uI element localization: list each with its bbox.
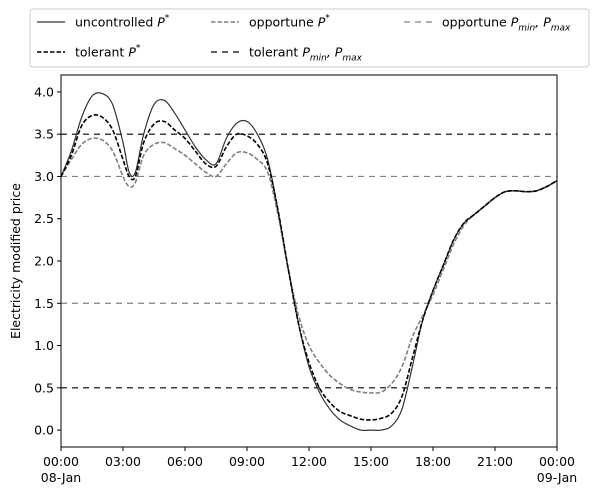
x-tick-label: 09:00: [229, 454, 265, 469]
y-tick-label: 3.5: [34, 127, 54, 142]
legend-label: opportune P*: [249, 14, 330, 30]
legend-item-tolerant: tolerant P*: [37, 44, 141, 60]
y-tick-label: 0.5: [34, 380, 54, 395]
y-tick-label: 4.0: [34, 84, 54, 99]
y-axis-label: Electricity modified price: [8, 183, 23, 339]
y-tick-label: 1.0: [34, 338, 54, 353]
y-tick-label: 2.0: [34, 254, 54, 269]
legend-item-tolerant_limits: tolerant Pmin, Pmax: [211, 45, 363, 64]
plot-area: [61, 92, 557, 432]
y-tick-label: 1.5: [34, 296, 54, 311]
x-tick-label: 00:00: [43, 454, 79, 469]
x-tick-label: 18:00: [415, 454, 451, 469]
legend-label: tolerant P*: [75, 44, 141, 60]
legend-label: uncontrolled P*: [75, 14, 170, 30]
legend-item-opportune: opportune P*: [211, 14, 330, 30]
axes: 0.00.51.01.52.02.53.03.54.000:0008-Jan03…: [34, 74, 577, 485]
x-tick-label: 12:00: [291, 454, 327, 469]
series-line-opportune: [61, 137, 557, 394]
legend-label: opportune Pmin, Pmax: [442, 15, 571, 34]
x-tick-label: 21:00: [477, 454, 513, 469]
legend: uncontrolled P* tolerant P* opportune P* to…: [29, 8, 590, 68]
axes-frame: [60, 74, 558, 448]
x-tick-date-label: 08-Jan: [41, 470, 81, 485]
x-tick-date-label: 09-Jan: [537, 470, 577, 485]
legend-frame: [29, 8, 590, 68]
x-tick-label: 03:00: [105, 454, 141, 469]
y-tick-label: 0.0: [34, 423, 54, 438]
y-tick-label: 3.0: [34, 169, 54, 184]
x-tick-label: 06:00: [167, 454, 203, 469]
legend-item-opportune_limits: opportune Pmin, Pmax: [404, 15, 571, 34]
series-line-tolerant: [61, 114, 557, 421]
series-line-uncontrolled: [61, 92, 557, 432]
y-tick-label: 2.5: [34, 211, 54, 226]
x-tick-label: 15:00: [353, 454, 389, 469]
x-tick-label: 00:00: [539, 454, 575, 469]
legend-label: tolerant Pmin, Pmax: [249, 45, 363, 64]
legend-item-uncontrolled: uncontrolled P*: [37, 14, 170, 30]
